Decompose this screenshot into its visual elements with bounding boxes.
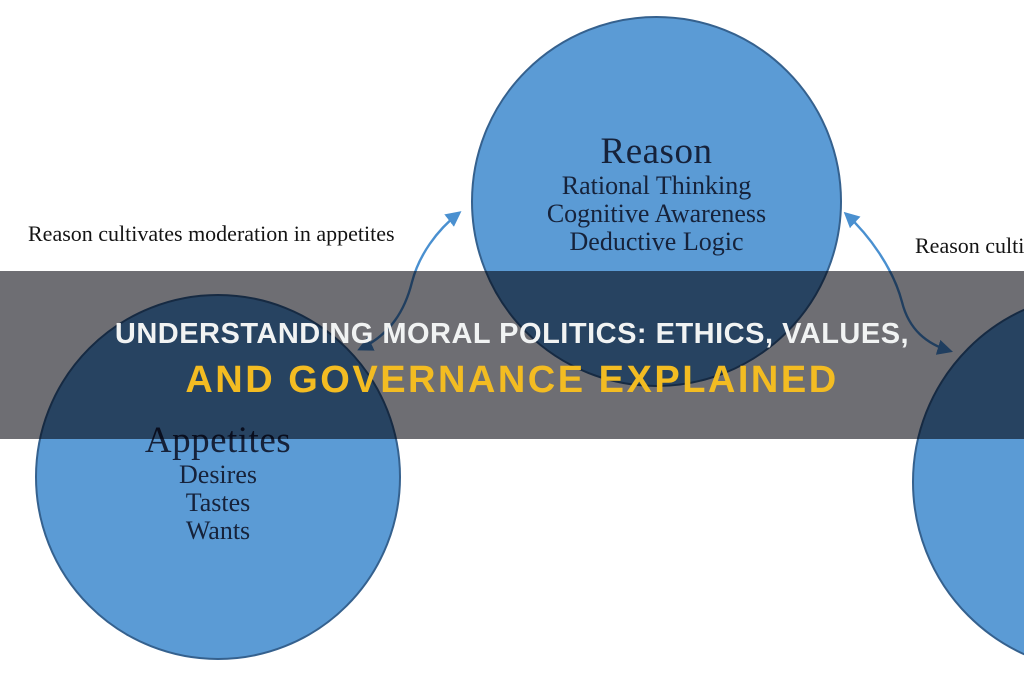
banner-title-line1: UNDERSTANDING MORAL POLITICS: ETHICS, VA… [114,318,910,350]
reason-label-group: Reason Rational Thinking Cognitive Aware… [471,131,842,256]
appetites-item: Desires [179,460,257,489]
reason-item: Rational Thinking [561,171,752,200]
reason-item: Cognitive Awareness [546,199,767,228]
banner-title-line2: AND GOVERNANCE EXPLAINED [185,359,839,401]
banner: UNDERSTANDING MORAL POLITICS: ETHICS, VA… [0,271,1024,439]
caption-reason-right-truncated: Reason cultiv [915,233,1024,258]
appetites-item: Tastes [185,488,251,517]
reason-item: Deductive Logic [569,227,744,256]
reason-title: Reason [600,131,713,172]
caption-reason-appetites: Reason cultivates moderation in appetite… [28,221,395,246]
appetites-item: Wants [185,516,251,545]
